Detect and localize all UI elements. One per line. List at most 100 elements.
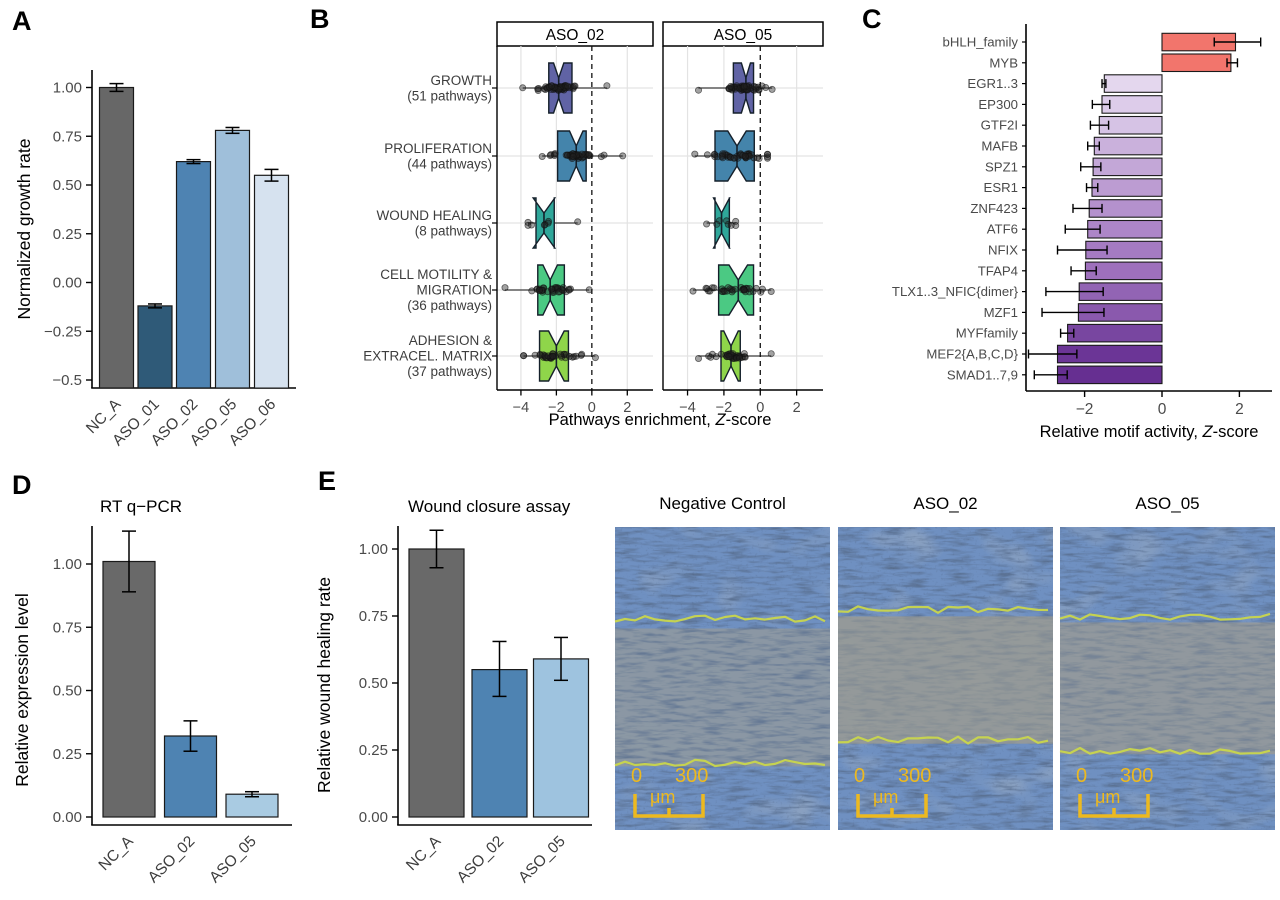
micrograph-aso05: 0 300 μm: [1059, 527, 1275, 830]
error-bar: [109, 82, 124, 93]
y-category-label: MYFfamily: [956, 326, 1019, 341]
error-bar: [1091, 99, 1111, 109]
svg-text:μm: μm: [873, 787, 898, 807]
data-points: [520, 350, 599, 362]
chart-title: RT q−PCR: [100, 497, 182, 516]
bar: [1093, 136, 1163, 156]
data-points: [501, 284, 593, 296]
error-bar: [1064, 224, 1101, 234]
y-axis-title: Relative expression level: [12, 593, 32, 787]
bar: [98, 86, 135, 389]
micrograph-title-negative-control: Negative Control: [659, 494, 786, 513]
y-category-label: TLX1..3_NFIC{dimer}: [892, 284, 1019, 299]
bar: [175, 161, 212, 389]
x-category-label: NC_A: [96, 832, 138, 874]
y-tick-label: 0.75: [359, 608, 388, 625]
y-category-label: MAFB: [981, 139, 1018, 154]
error-bar: [1226, 58, 1239, 68]
y-tick-label: 0.00: [359, 809, 388, 826]
x-tick-label: 0: [588, 400, 596, 416]
y-category-label: NFIX: [988, 243, 1018, 258]
category-label: ADHESION & EXTRACEL. MATRIX (37 pathways): [363, 333, 492, 379]
panel-e-wound-assay-chart: 1.00 0.75 0.50 0.25 0.00 NC_A ASO_02 ASO_05 Rela…: [314, 497, 592, 886]
scale-bar: 0 300 μm: [854, 765, 931, 818]
error-bar: [1027, 349, 1078, 359]
svg-text:0: 0: [854, 765, 865, 787]
x-tick-label: 2: [793, 400, 801, 416]
x-axis-title: Relative motif activity, Z-score: [1040, 423, 1259, 441]
y-category-label: SMAD1..7,9: [947, 367, 1018, 382]
y-category-label: EGR1..3: [967, 76, 1018, 91]
wound-edge-line-top: [614, 614, 826, 623]
y-tick-label: 0.50: [53, 683, 82, 700]
y-category-label: ATF6: [987, 222, 1018, 237]
svg-text:300: 300: [1120, 765, 1153, 787]
wound-regrowth: [838, 616, 1053, 744]
y-category-label: MEF2{A,B,C,D}: [926, 347, 1018, 362]
y-category-label: SPZ1: [985, 159, 1018, 174]
y-tick-label: 1.00: [359, 541, 388, 558]
error-bar: [264, 168, 279, 182]
error-bar: [122, 530, 136, 593]
error-bar: [554, 636, 568, 682]
micrograph-title-aso05: ASO_05: [1135, 494, 1200, 513]
error-bar: [492, 640, 507, 698]
facet-strip: [496, 21, 654, 47]
panel-b-pathways-boxplot: ASO_02 −4 −2 0 2 ASO_05 −4 −2 0 2 GROWTH (51 pathwa…: [363, 21, 824, 429]
bar: [214, 129, 251, 389]
data-points: [691, 150, 771, 162]
data-points: [703, 217, 740, 229]
y-category-label: ZNF423: [970, 201, 1018, 216]
micrograph-aso02: 0 300 μm: [837, 527, 1053, 830]
bar: [408, 548, 465, 818]
y-tick-label: 0.25: [53, 746, 82, 763]
x-tick-label: −2: [716, 400, 733, 416]
error-bar: [1080, 162, 1102, 172]
panel-d-rtqpcr-chart: 1.00 0.75 0.50 0.25 0.00 NC_A ASO_02 ASO_05 Rela…: [12, 497, 292, 886]
y-axis-title: Relative wound healing rate: [314, 577, 334, 793]
y-category-label: ESR1: [984, 180, 1018, 195]
x-tick-label: −2: [1076, 401, 1094, 418]
x-tick-label: −4: [679, 400, 696, 416]
y-category-label: bHLH_family: [943, 35, 1019, 50]
x-tick-label: 0: [756, 400, 764, 416]
y-tick-label: 0.75: [53, 128, 82, 145]
error-bar: [186, 158, 201, 165]
svg-text:300: 300: [898, 765, 931, 787]
scale-bar: 0 300 μm: [1076, 765, 1153, 818]
bar: [225, 793, 279, 818]
bar: [137, 305, 173, 389]
notched-box: [714, 130, 755, 182]
category-label: WOUND HEALING (8 pathways): [376, 208, 492, 239]
panel-label-d: D: [12, 470, 32, 500]
y-tick-label: −0.25: [44, 323, 82, 340]
x-category-label: NC_A: [403, 832, 445, 874]
bar: [1092, 157, 1163, 177]
svg-text:0: 0: [1076, 765, 1087, 787]
x-tick-label: 2: [623, 400, 631, 416]
bar: [253, 174, 290, 389]
wound-edge-line-top: [1059, 612, 1271, 621]
category-label: PROLIFERATION (44 pathways): [384, 141, 492, 172]
wound-edge-line-bottom: [614, 758, 826, 768]
x-category-label: ASO_05: [515, 833, 568, 886]
error-bar: [1056, 245, 1108, 255]
error-bar: [225, 126, 240, 135]
panel-a-growth-rate-chart: 1.000.750.500.250.00−0.25−0.5NC_AASO_01A…: [14, 70, 296, 449]
bar: [1067, 323, 1163, 343]
x-axis-title: Pathways enrichment, Z-score: [549, 411, 772, 429]
data-points: [694, 350, 775, 362]
error-bar: [1101, 79, 1107, 89]
wound-regrowth: [615, 628, 830, 767]
svg-text:0: 0: [631, 765, 642, 787]
y-category-label: MZF1: [984, 305, 1018, 320]
panel-label-c: C: [862, 4, 882, 34]
y-tick-label: 0.00: [53, 275, 82, 292]
category-label: GROWTH (51 pathways): [407, 73, 492, 104]
error-bar: [148, 303, 162, 309]
x-tick-label: 0: [1158, 401, 1167, 418]
y-tick-label: 0.25: [359, 742, 388, 759]
bar: [1056, 365, 1163, 385]
scale-bar: 0 300 μm: [631, 765, 708, 818]
micrograph-negative-control: 0 300 μm: [614, 527, 830, 830]
